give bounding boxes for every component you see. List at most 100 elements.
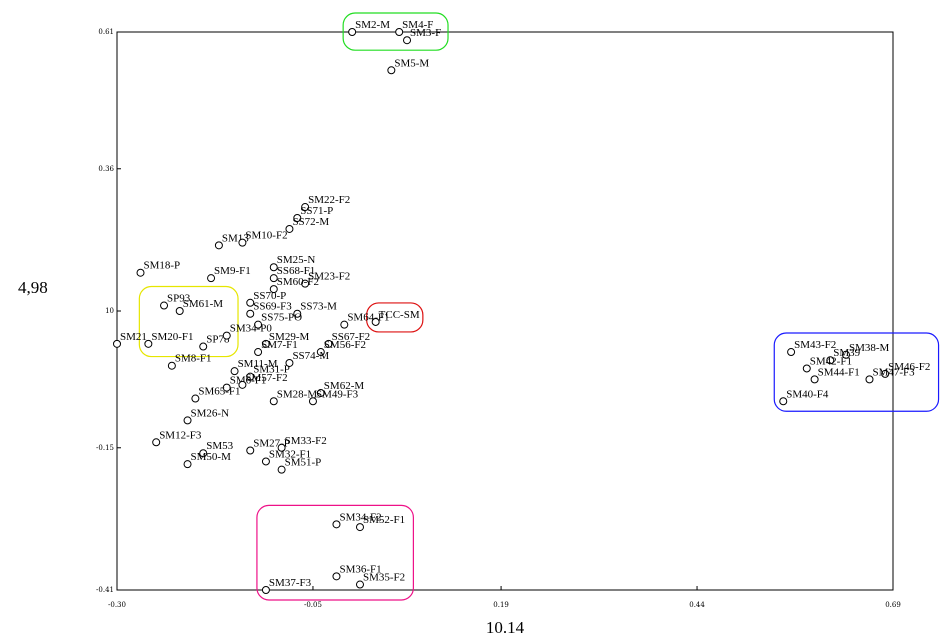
data-point (826, 356, 835, 365)
data-point (316, 389, 325, 398)
x-tick-label: 0.69 (885, 601, 901, 609)
data-point (175, 307, 184, 315)
point-label: SM32-F1 (269, 448, 311, 460)
data-point (269, 263, 278, 272)
y-tick-label: -0.15 (96, 444, 114, 452)
data-point (308, 397, 317, 406)
point-label: SM9-F1 (214, 265, 251, 277)
y-tick-label: 10 (105, 307, 114, 315)
point-label: SM26-N (191, 407, 230, 419)
highlight-box (342, 12, 449, 51)
plot-frame (116, 31, 894, 591)
data-point (113, 339, 121, 348)
point-label: SM40-F4 (786, 388, 829, 400)
data-point (787, 348, 796, 357)
data-point (183, 460, 192, 469)
point-label: SM21 (120, 331, 147, 343)
point-label: SM34-F2 (339, 511, 381, 523)
point-label: SM56-F2 (324, 339, 366, 351)
x-tick-label: 0.44 (689, 601, 705, 609)
point-label: SM49-F3 (316, 388, 359, 400)
data-point (779, 397, 788, 406)
data-point (136, 268, 145, 277)
data-point (183, 416, 192, 425)
point-label: SM37-F3 (269, 577, 312, 589)
point-label: SM10-F2 (245, 230, 287, 242)
y-tick-label: -0.41 (96, 586, 114, 594)
point-label: SM60-F2 (277, 276, 319, 288)
highlight-box (138, 285, 239, 358)
data-point (293, 309, 302, 318)
data-point (152, 438, 161, 447)
data-point (355, 523, 364, 532)
point-label: SS69-F3 (253, 301, 292, 313)
data-point (238, 380, 247, 389)
data-point (324, 339, 333, 348)
data-point (403, 36, 412, 45)
point-label: SM50-M (191, 451, 232, 463)
point-label: SM33-F2 (285, 435, 327, 447)
data-point (810, 375, 819, 384)
data-point (214, 241, 223, 250)
data-point (160, 301, 169, 310)
point-label: SM47-F3 (872, 366, 915, 378)
point-label: SP93 (167, 293, 191, 305)
point-label: SM22-F2 (308, 194, 350, 206)
point-label: SM44-F1 (818, 366, 860, 378)
point-label: SM51-P (285, 457, 322, 469)
point-label: SM46-F2 (888, 361, 930, 373)
data-point (269, 285, 278, 294)
point-label: SM4-F (402, 19, 433, 31)
point-label: SM62-M (324, 380, 365, 392)
data-point (355, 580, 364, 589)
axis-ticks: -0.30 -0.05 0.19 0.44 0.69 -0.41 -0.15 10 0.36 0.… (96, 28, 901, 609)
point-label: SM7-F1 (261, 339, 298, 351)
y-axis-title: 4,98 (18, 278, 48, 297)
highlight-box (366, 302, 424, 333)
point-label: SM23-F2 (308, 271, 350, 283)
point-label: SM2-M (355, 19, 390, 31)
data-point (144, 339, 153, 348)
data-point (277, 465, 286, 474)
data-point (207, 274, 216, 283)
point-label: SM43-F2 (794, 339, 836, 351)
data-point (301, 203, 310, 212)
data-point (841, 350, 850, 359)
point-label: TCC-SM (379, 309, 420, 321)
x-tick-label: -0.05 (304, 601, 322, 609)
data-point (371, 317, 380, 326)
point-label: SS67-F2 (332, 331, 371, 343)
point-label: SM20-F1 (151, 331, 193, 343)
data-point (254, 348, 263, 357)
highlight-box (256, 504, 414, 601)
data-point (332, 520, 341, 529)
data-point (246, 446, 255, 455)
data-point (269, 397, 278, 406)
point-label: SS70-P (253, 290, 286, 302)
point-label: SM35-F2 (363, 572, 405, 584)
data-point (261, 586, 270, 594)
data-point (238, 238, 247, 247)
data-point (191, 394, 200, 403)
data-point (285, 358, 294, 367)
point-label: SM31-P (253, 364, 290, 376)
data-point (395, 28, 404, 36)
point-label: SM36-F1 (339, 563, 381, 575)
point-label: SM65-F1 (198, 386, 240, 398)
data-point (269, 274, 278, 283)
data-point (246, 298, 255, 307)
point-label: SS75-PO (261, 312, 302, 324)
data-point (348, 28, 357, 36)
data-point (881, 369, 890, 378)
data-point (167, 361, 176, 370)
data-point (285, 224, 294, 233)
point-label: SM52-F1 (363, 514, 405, 526)
point-label: SM11-M (238, 358, 278, 370)
point-label: SM38-M (849, 342, 890, 354)
data-point (802, 364, 811, 373)
highlight-boxes (138, 12, 940, 601)
data-point (222, 383, 231, 392)
data-point (246, 309, 255, 318)
x-tick-label: -0.30 (108, 601, 126, 609)
data-point (387, 66, 396, 75)
